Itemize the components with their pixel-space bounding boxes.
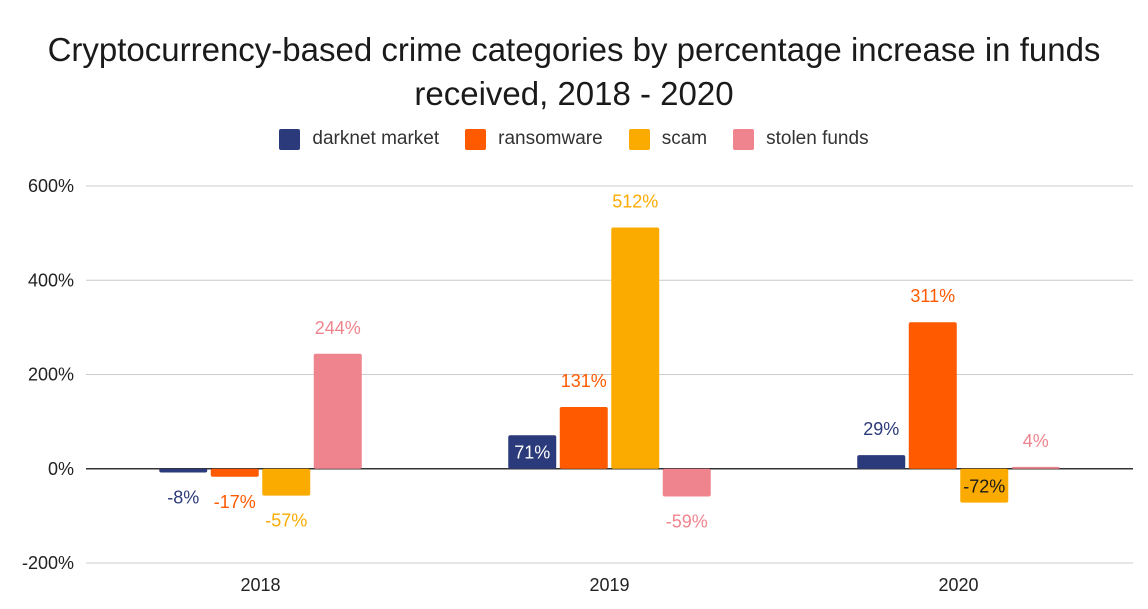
legend-swatch-stolen-funds — [733, 128, 755, 150]
chart-legend: darknet market ransomware scam stolen fu… — [0, 128, 1148, 150]
legend-item-scam: scam — [628, 128, 708, 150]
data-label-stolen-funds-2019: -59% — [666, 512, 708, 532]
bar-ransomware-2019 — [559, 407, 608, 469]
data-label-scam-2020: -72% — [963, 477, 1005, 497]
data-label-scam-2018: -57% — [265, 511, 307, 531]
legend-swatch-scam — [628, 128, 650, 150]
legend-label-scam: scam — [661, 128, 708, 149]
x-tick-label-2019: 2019 — [589, 575, 629, 595]
x-tick-label-2020: 2020 — [938, 575, 978, 595]
legend-label-darknet-market: darknet market — [312, 128, 440, 149]
bar-stolen-funds-2020 — [1011, 466, 1060, 469]
data-label-scam-2019: 512% — [612, 191, 658, 211]
data-label-ransomware-2019: 131% — [561, 371, 607, 391]
legend-swatch-darknet-market — [279, 128, 301, 150]
bar-ransomware-2020 — [908, 322, 957, 469]
y-tick-label-400: 400% — [28, 270, 74, 290]
data-label-stolen-funds-2020: 4% — [1023, 431, 1049, 451]
data-label-ransomware-2020: 311% — [910, 286, 955, 306]
y-tick-label-200: -200% — [22, 553, 74, 573]
bar-scam-2019 — [611, 227, 660, 469]
bar-darknet-market-2020 — [857, 455, 906, 469]
bar-stolen-funds-2019 — [662, 468, 711, 497]
chart-title: Cryptocurrency-based crime categories by… — [0, 28, 1148, 116]
y-tick-label-600: 600% — [28, 176, 74, 196]
data-label-darknet-market-2019: 71% — [514, 442, 550, 462]
chart-title-text: Cryptocurrency-based crime categories by… — [47, 31, 1101, 112]
bar-scam-2020 — [960, 468, 1009, 503]
y-tick-label-0: 0% — [48, 459, 74, 479]
y-tick-label-200: 200% — [28, 365, 74, 385]
data-label-ransomware-2018: -17% — [214, 492, 256, 512]
legend-label-stolen-funds: stolen funds — [766, 128, 869, 149]
bar-darknet-market-2019 — [508, 435, 557, 469]
legend-item-ransomware: ransomware — [465, 128, 603, 150]
data-label-stolen-funds-2018: 244% — [315, 318, 361, 338]
legend-label-ransomware: ransomware — [498, 128, 603, 149]
data-label-darknet-market-2020: 29% — [863, 419, 899, 439]
legend-item-stolen-funds: stolen funds — [733, 128, 869, 150]
legend-swatch-ransomware — [465, 128, 487, 150]
bar-darknet-market-2018 — [159, 468, 208, 473]
bar-scam-2018 — [262, 468, 311, 496]
legend-item-darknet-market: darknet market — [279, 128, 439, 150]
bar-stolen-funds-2018 — [313, 353, 362, 469]
bar-ransomware-2018 — [210, 468, 259, 477]
x-tick-label-2018: 2018 — [240, 575, 280, 595]
data-label-darknet-market-2018: -8% — [167, 488, 199, 508]
